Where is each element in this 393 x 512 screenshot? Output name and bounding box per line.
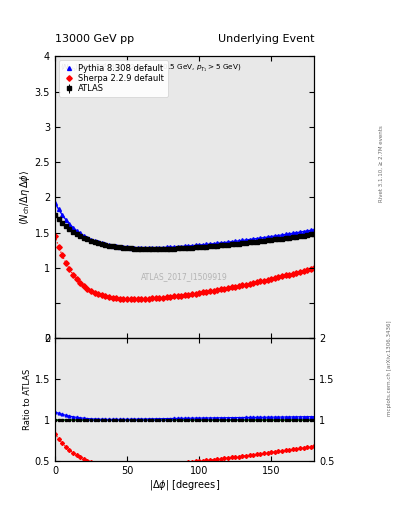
Sherpa 2.2.9 default <box>280 273 285 280</box>
Y-axis label: $\langle N_{\rm ch}/\Delta\eta\,\Delta\phi\rangle$: $\langle N_{\rm ch}/\Delta\eta\,\Delta\p… <box>18 169 32 225</box>
Pythia 8.308 default <box>139 245 144 251</box>
Y-axis label: Ratio to ATLAS: Ratio to ATLAS <box>23 369 32 430</box>
Pythia 8.308 default <box>186 243 191 249</box>
Sherpa 2.2.9 default <box>132 296 137 302</box>
Sherpa 2.2.9 default <box>53 233 57 239</box>
Text: $\langle N_{\rm ch}\rangle$ vs $\phi^{\rm lead}$ ($|\eta|<2.5$, $p_T>0.5$ GeV, $: $\langle N_{\rm ch}\rangle$ vs $\phi^{\r… <box>60 62 242 75</box>
Text: Underlying Event: Underlying Event <box>218 33 314 44</box>
Text: ATLAS_2017_I1509919: ATLAS_2017_I1509919 <box>141 272 228 281</box>
Sherpa 2.2.9 default <box>186 291 191 297</box>
Line: Sherpa 2.2.9 default: Sherpa 2.2.9 default <box>53 234 316 301</box>
Legend: Pythia 8.308 default, Sherpa 2.2.9 default, ATLAS: Pythia 8.308 default, Sherpa 2.2.9 defau… <box>59 60 167 97</box>
Sherpa 2.2.9 default <box>290 270 295 276</box>
Text: Rivet 3.1.10, ≥ 2.7M events: Rivet 3.1.10, ≥ 2.7M events <box>379 125 384 202</box>
Sherpa 2.2.9 default <box>312 265 317 271</box>
X-axis label: $|\Delta\phi|$ [degrees]: $|\Delta\phi|$ [degrees] <box>149 478 220 493</box>
Line: Pythia 8.308 default: Pythia 8.308 default <box>53 201 316 250</box>
Pythia 8.308 default <box>110 243 115 249</box>
Pythia 8.308 default <box>312 227 317 233</box>
Text: 13000 GeV pp: 13000 GeV pp <box>55 33 134 44</box>
Pythia 8.308 default <box>272 233 277 239</box>
Pythia 8.308 default <box>280 232 285 238</box>
Text: mcplots.cern.ch [arXiv:1306.3436]: mcplots.cern.ch [arXiv:1306.3436] <box>387 321 391 416</box>
Pythia 8.308 default <box>290 230 295 237</box>
Pythia 8.308 default <box>53 200 57 206</box>
Sherpa 2.2.9 default <box>272 275 277 281</box>
Pythia 8.308 default <box>143 245 147 251</box>
Sherpa 2.2.9 default <box>143 296 147 302</box>
Sherpa 2.2.9 default <box>110 295 115 301</box>
